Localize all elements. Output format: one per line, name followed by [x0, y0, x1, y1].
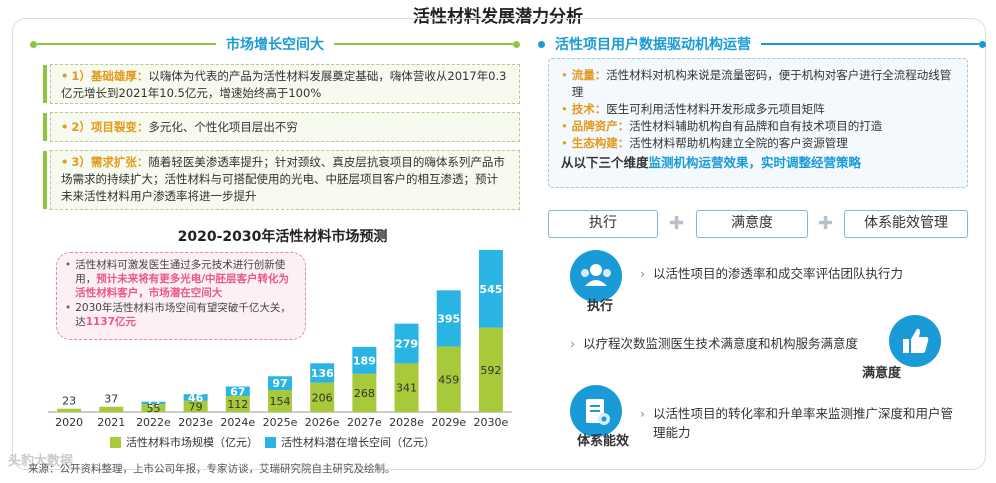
x-tick-label: 2021 — [97, 416, 125, 429]
driver-brand: • 品牌资产：活性材料辅助机构自有品牌和自有技术项目的打造 — [561, 119, 883, 133]
dimension-row: 执行 ✚ 满意度 ✚ 体系能效管理 — [548, 210, 968, 238]
bar-growth-space — [268, 376, 292, 391]
x-tick-label: 2027e — [347, 416, 382, 429]
data-label-growth-space: 46 — [188, 391, 204, 404]
bar-market-size — [478, 327, 503, 412]
bar-market-size — [99, 406, 124, 412]
data-label-growth-space: 545 — [479, 283, 502, 296]
data-label-growth-space: 189 — [353, 354, 376, 367]
detail-label-efficiency: 体系能效 — [577, 434, 630, 449]
data-label-market-size: 592 — [480, 364, 501, 377]
x-tick-label: 2026e — [305, 416, 340, 429]
page-title: 活性材料发展潜力分析 — [413, 7, 583, 27]
data-label-market-size: 112 — [227, 398, 248, 411]
dim-execution: 执行 — [548, 210, 658, 238]
bar-market-size — [268, 390, 292, 412]
detail-label-execution: 执行 — [587, 299, 614, 314]
data-label-market-size: 341 — [396, 382, 417, 395]
x-tick-label: 2020 — [55, 416, 83, 429]
point-demand: • 3）需求扩张：随着轻医美渗透率提升；针对颈纹、真皮层抗衰项目的嗨体系列产品市场… — [43, 150, 520, 210]
data-label-market-size: 206 — [312, 391, 333, 404]
bar-market-size — [183, 400, 208, 412]
bar-market-size — [225, 396, 250, 412]
data-label-market-size: 55 — [146, 402, 160, 415]
x-tick-label: 2029e — [431, 416, 466, 429]
bar-market-size — [394, 363, 419, 412]
conclusion: 从以下三个维度监测机构运营效果，实时调整经营策略 — [561, 155, 862, 170]
x-tick-label: 2022e — [136, 416, 171, 429]
right-section-header: 活性项目用户数据驱动机构运营 — [538, 33, 986, 55]
team-icon — [570, 250, 622, 302]
plus-icon: ✚ — [669, 213, 685, 234]
data-label-market-size: 459 — [438, 373, 459, 386]
data-label-growth-space: 279 — [395, 338, 418, 351]
clipboard-gear-icon — [570, 385, 622, 437]
bar-growth-space — [478, 250, 503, 328]
data-label-growth-space: 97 — [272, 377, 287, 390]
bar-market-size — [436, 346, 461, 412]
data-label-market-size: 37 — [104, 393, 118, 406]
source-note: 来源：公开资料整理，上市公司年报，专家访谈，艾瑞研究院自主研究及绘制。 — [28, 463, 396, 475]
outer-frame — [12, 18, 986, 470]
forecast-callout: • 活性材料可激发医生通过多元技术进行创新使用，预计未来将有更多光电/中胚层客户转… — [56, 252, 306, 340]
detail-execution: › 以活性项目的渗透率和成交率评估团队执行力 — [640, 266, 904, 281]
bar-market-size — [141, 404, 166, 412]
bar-growth-space — [352, 346, 377, 374]
bar-market-size — [352, 373, 377, 412]
detail-efficiency: › 以活性项目的转化率和升单率来监测推广深度和用户管理能力 — [640, 406, 954, 440]
data-label-market-size: 154 — [270, 395, 291, 408]
bar-market-size — [310, 382, 335, 412]
bar-growth-space — [225, 386, 250, 397]
left-section-header: 市场增长空间大 — [30, 33, 520, 55]
detail-satisfaction: › 以疗程次数监测医生技术满意度和机构服务满意度 — [570, 336, 859, 351]
bar-growth-space — [183, 394, 208, 401]
x-tick-label: 2024e — [220, 416, 255, 429]
legend-growth-space: 活性材料潜在增长空间（亿元） — [265, 434, 435, 450]
bar-growth-space — [310, 363, 335, 383]
watermark: 头豹大数据 — [8, 454, 74, 469]
thumbs-up-icon — [889, 315, 941, 367]
bar-market-size — [57, 408, 82, 412]
legend-market-size: 活性材料市场规模（亿元） — [110, 434, 258, 450]
right-header-label: 活性项目用户数据驱动机构运营 — [555, 37, 751, 53]
data-label-growth-space: 136 — [311, 367, 334, 380]
dim-efficiency: 体系能效管理 — [844, 210, 968, 238]
data-label-market-size: 23 — [62, 395, 76, 408]
driver-ecosystem: • 生态构建：活性材料帮助机构建立全院的客户资源管理 — [561, 136, 848, 150]
data-label-market-size: 268 — [354, 387, 375, 400]
bar-growth-space — [394, 323, 419, 364]
plus-icon: ✚ — [818, 213, 834, 234]
bar-growth-space — [436, 290, 461, 347]
x-tick-label: 2025e — [263, 416, 298, 429]
point-fission: • 2）项目裂变：多元化、个性化项目层出不穷 — [43, 112, 520, 142]
point-foundation: • 1）基础雄厚：以嗨体为代表的产品为活性材料发展奠定基础，嗨体营收从2017年0… — [43, 64, 520, 104]
driver-traffic: • 流量：活性材料对机构来说是流量密码，便于机构对客户进行全流程动线管理 — [561, 68, 952, 99]
operation-drivers-box: • 流量：活性材料对机构来说是流量密码，便于机构对客户进行全流程动线管理 • 技术：… — [548, 58, 968, 188]
x-tick-label: 2030e — [474, 416, 509, 429]
x-tick-label: 2023e — [178, 416, 213, 429]
detail-label-satisfaction: 满意度 — [862, 366, 902, 381]
x-tick-label: 2028e — [389, 416, 424, 429]
bar-growth-space — [141, 401, 166, 405]
chart-title: 2020-2030年活性材料市场预测 — [177, 229, 388, 245]
data-label-growth-space: 395 — [437, 312, 460, 325]
dim-satisfaction: 满意度 — [696, 210, 808, 238]
driver-technology: • 技术：医生可利用活性材料开发形成多元项目矩阵 — [561, 102, 825, 116]
data-label-growth-space: 67 — [230, 385, 245, 398]
data-label-market-size: 79 — [189, 400, 203, 413]
data-label-growth-space: 17 — [146, 397, 161, 410]
left-header-label: 市场增长空间大 — [226, 37, 324, 53]
